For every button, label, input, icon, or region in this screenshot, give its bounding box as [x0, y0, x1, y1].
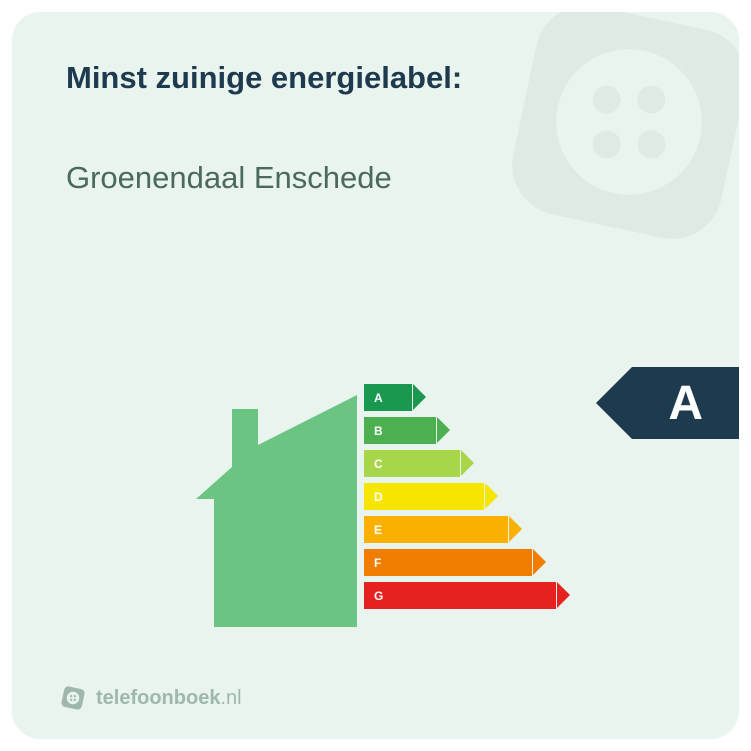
energy-label-chart: ABCDEFG — [192, 362, 592, 642]
energy-bar-e: E — [364, 516, 508, 543]
footer-brand-light: .nl — [220, 687, 241, 709]
energy-bar-row: A — [364, 384, 556, 411]
energy-bar-d: D — [364, 483, 484, 510]
page-title: Minst zuinige energielabel: — [66, 60, 462, 96]
watermark-icon — [489, 12, 739, 262]
energy-bar-row: E — [364, 516, 556, 543]
footer-brand: telefoonboek.nl — [96, 687, 242, 710]
energy-bar-row: G — [364, 582, 556, 609]
energy-bar-row: D — [364, 483, 556, 510]
house-icon — [192, 377, 357, 627]
energy-bar-row: F — [364, 549, 556, 576]
location-subtitle: Groenendaal Enschede — [66, 160, 392, 196]
footer-brand-bold: telefoonboek — [96, 687, 220, 709]
energy-bars: ABCDEFG — [364, 384, 556, 615]
card: Minst zuinige energielabel: Groenendaal … — [12, 12, 739, 739]
rating-badge: A — [632, 367, 739, 439]
energy-bar-g: G — [364, 582, 556, 609]
energy-bar-row: B — [364, 417, 556, 444]
energy-bar-b: B — [364, 417, 436, 444]
energy-bar-f: F — [364, 549, 532, 576]
energy-bar-a: A — [364, 384, 412, 411]
rating-letter: A — [668, 376, 703, 431]
footer: telefoonboek.nl — [60, 685, 242, 711]
footer-logo-icon — [60, 685, 86, 711]
energy-bar-row: C — [364, 450, 556, 477]
energy-bar-c: C — [364, 450, 460, 477]
